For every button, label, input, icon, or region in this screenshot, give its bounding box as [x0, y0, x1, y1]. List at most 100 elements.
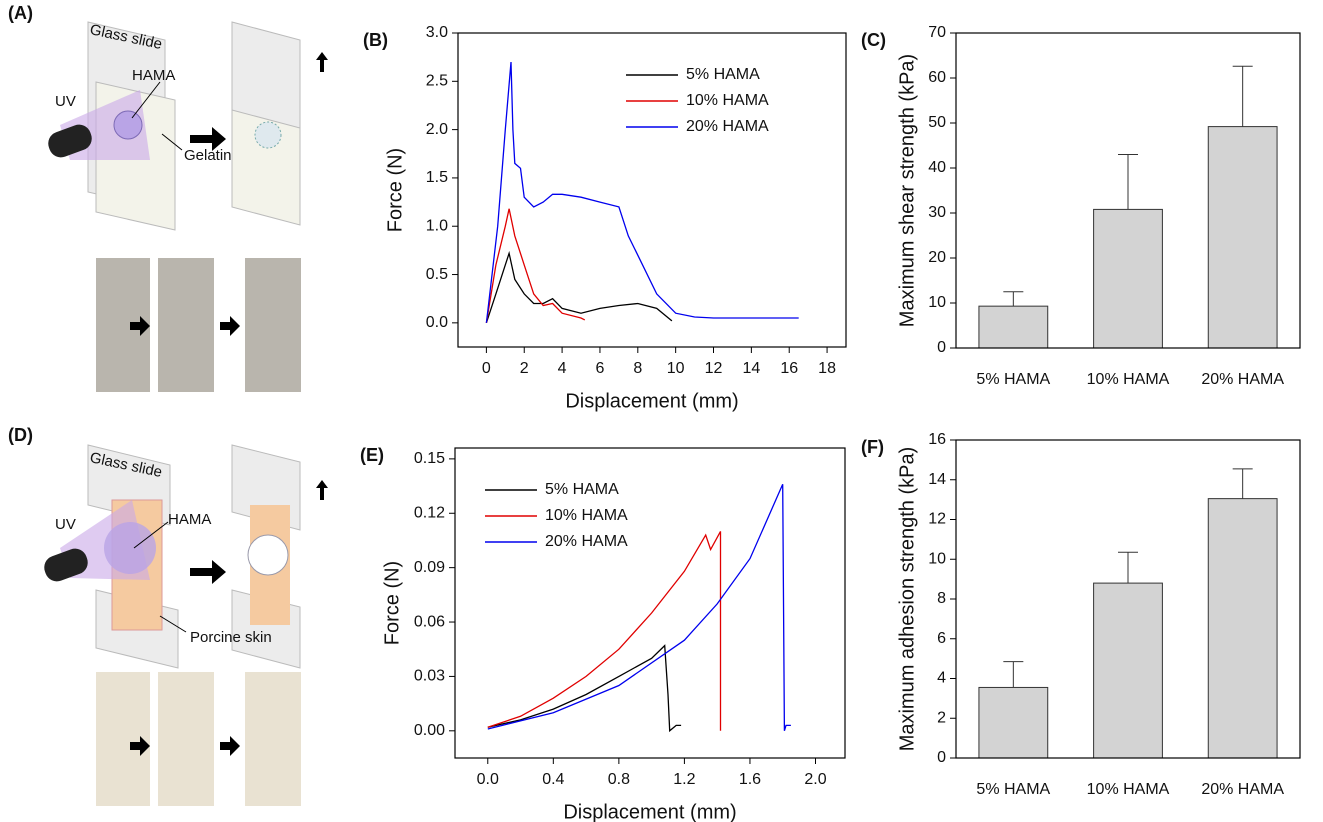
y-axis-label: Force (N) — [381, 561, 403, 645]
y-tick-label: 10 — [928, 294, 946, 311]
y-tick-label: 0.12 — [414, 504, 445, 521]
y-tick-label: 4 — [937, 670, 946, 687]
y-tick-label: 0.0 — [426, 314, 448, 331]
y-tick-label: 60 — [928, 69, 946, 86]
x-tick-label: 16 — [780, 360, 798, 377]
uv-lamp — [44, 548, 88, 582]
y-tick-label: 2.5 — [426, 73, 448, 90]
bar — [1093, 582, 1163, 759]
plot-frame — [955, 439, 1301, 759]
y-tick-label: 0 — [937, 749, 946, 766]
panel-label: (D) — [8, 425, 33, 445]
y-tick-label: 20 — [928, 249, 946, 266]
plot-frame — [955, 32, 1301, 349]
photo — [158, 672, 214, 806]
y-tick-label: 3.0 — [426, 24, 448, 41]
x-tick-label: 4 — [558, 360, 567, 377]
photo — [245, 672, 301, 806]
y-axis-label: Maximum shear strength (kPa) — [896, 54, 918, 327]
x-tick-label: 10% HAMA — [1087, 371, 1170, 388]
data-line — [485, 250, 673, 324]
arrow — [190, 127, 226, 151]
x-tick-label: 8 — [633, 360, 642, 377]
x-tick-label: 14 — [742, 360, 760, 377]
label: UV — [55, 93, 76, 110]
y-tick-label: 8 — [937, 590, 946, 607]
y-tick-label: 0.06 — [414, 613, 445, 630]
pointer — [159, 615, 187, 633]
y-tick-label: 30 — [928, 204, 946, 221]
y-axis-label: Maximum adhesion strength (kPa) — [896, 447, 918, 752]
x-tick-label: 5% HAMA — [976, 781, 1050, 798]
panel-label: (A) — [8, 3, 33, 23]
y-tick-label: 70 — [928, 24, 946, 41]
hama-spot — [254, 121, 282, 149]
x-axis-label: Displacement (mm) — [563, 801, 736, 822]
panel-label: (B) — [363, 30, 388, 50]
error-bar — [1003, 291, 1024, 307]
panel-label: (F) — [861, 437, 884, 457]
error-bar — [1118, 551, 1138, 584]
data-line — [487, 644, 682, 733]
data-line — [485, 61, 799, 323]
x-tick-label: 20% HAMA — [1201, 781, 1284, 798]
label: Porcine skin — [190, 629, 272, 646]
plot-frame — [454, 447, 846, 759]
x-tick-label: 18 — [818, 360, 836, 377]
arrow — [130, 736, 150, 756]
x-tick-label: 0.8 — [608, 771, 630, 788]
label: HAMA — [132, 67, 175, 84]
legend-label: 20% HAMA — [545, 533, 628, 550]
x-tick-label: 0.0 — [477, 771, 499, 788]
y-tick-label: 0.09 — [414, 559, 445, 576]
hama-spot — [113, 110, 143, 140]
pointer — [131, 81, 161, 119]
label: HAMA — [168, 511, 211, 528]
x-axis-label: Displacement (mm) — [565, 390, 738, 412]
diagram-d: (D) Glass slide HAMA UV Porcine skin — [8, 425, 328, 806]
x-tick-label: 2.0 — [804, 771, 826, 788]
uv-lamp — [48, 124, 92, 158]
y-tick-label: 50 — [928, 114, 946, 131]
data-line — [487, 531, 722, 731]
pointer — [161, 133, 183, 151]
bar — [1207, 126, 1278, 349]
bar — [978, 305, 1049, 349]
error-bar — [1232, 65, 1253, 127]
x-tick-label: 12 — [705, 360, 723, 377]
x-tick-label: 2 — [520, 360, 529, 377]
arrow — [220, 736, 240, 756]
legend-label: 10% HAMA — [686, 92, 769, 109]
data-line — [487, 484, 791, 731]
y-tick-label: 10 — [928, 550, 946, 567]
legend-label: 10% HAMA — [545, 507, 628, 524]
x-tick-label: 0 — [482, 360, 491, 377]
hama-spot — [247, 534, 289, 576]
y-tick-label: 0.15 — [414, 450, 445, 467]
y-tick-label: 16 — [928, 431, 946, 448]
bar — [1093, 208, 1163, 349]
diagram-a: (A) Glass slide HAMA UV Gelatin — [8, 3, 328, 392]
plot-frame — [457, 32, 847, 348]
x-tick-label: 10% HAMA — [1087, 781, 1170, 798]
y-tick-label: 1.5 — [426, 169, 448, 186]
glass-slide — [231, 109, 301, 226]
arrow — [316, 52, 328, 72]
arrow — [190, 560, 226, 584]
x-tick-label: 0.4 — [542, 771, 564, 788]
y-tick-label: 1.0 — [426, 217, 448, 234]
x-tick-label: 5% HAMA — [976, 371, 1050, 388]
y-tick-label: 6 — [937, 630, 946, 647]
error-bar — [1118, 154, 1138, 210]
y-tick-label: 0.5 — [426, 266, 448, 283]
y-tick-label: 0 — [937, 339, 946, 356]
photo — [158, 258, 214, 392]
y-tick-label: 0.03 — [414, 668, 445, 685]
bar — [978, 686, 1049, 759]
label: UV — [55, 516, 76, 533]
y-tick-label: 2.0 — [426, 121, 448, 138]
arrow — [220, 316, 240, 336]
x-tick-label: 6 — [595, 360, 604, 377]
bar — [1207, 498, 1278, 759]
